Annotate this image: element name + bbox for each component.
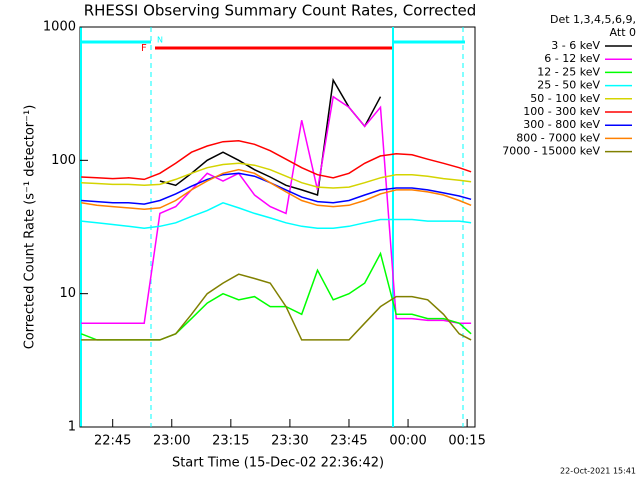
x-tick-label: 23:00 — [153, 434, 190, 449]
x-tick-label: 22:45 — [94, 434, 131, 449]
series-line — [81, 162, 472, 189]
x-tick-label: 00:00 — [389, 434, 426, 449]
legend-label: 12 - 25 keV — [537, 65, 600, 78]
series-line — [81, 273, 472, 341]
timestamp: 22-Oct-2021 15:41 — [560, 467, 636, 476]
night-label: N — [157, 36, 163, 45]
flare-label: F — [141, 43, 147, 54]
legend-label: 7000 - 15000 keV — [502, 145, 600, 158]
legend-label: 800 - 7000 keV — [516, 131, 600, 144]
legend-title: Det 1,3,4,5,6,9, — [550, 13, 636, 26]
y-tick-label: 1000 — [43, 20, 76, 35]
series-line — [81, 172, 472, 205]
series-line — [159, 77, 382, 196]
series-line — [81, 140, 472, 181]
x-tick-label: 23:30 — [271, 434, 308, 449]
y-tick-label: 100 — [51, 153, 76, 168]
chart-title: RHESSI Observing Summary Count Rates, Co… — [84, 2, 477, 20]
y-tick-label: 1 — [68, 420, 76, 435]
x-tick-label: 23:45 — [330, 434, 367, 449]
legend-label: 300 - 800 keV — [523, 118, 600, 131]
legend-label: 25 - 50 keV — [537, 79, 600, 92]
y-axis-label: Corrected Count Rate (s⁻¹ detector⁻¹) — [23, 105, 38, 350]
series-line — [81, 95, 472, 324]
x-tick-label: 23:15 — [212, 434, 249, 449]
series-line — [81, 168, 472, 210]
legend-label: 3 - 6 keV — [551, 39, 600, 52]
legend-title: Att 0 — [610, 26, 636, 39]
x-tick-label: 00:15 — [448, 434, 485, 449]
legend-label: 50 - 100 keV — [530, 92, 600, 105]
legend-label: 100 - 300 keV — [523, 105, 600, 118]
legend-label: 6 - 12 keV — [544, 52, 600, 65]
x-axis-label: Start Time (15-Dec-02 22:36:42) — [172, 456, 384, 471]
series-line — [81, 201, 472, 229]
y-tick-label: 10 — [59, 286, 76, 301]
